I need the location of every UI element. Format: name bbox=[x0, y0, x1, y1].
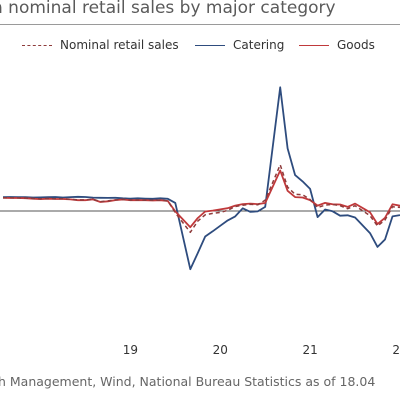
title-divider bbox=[0, 24, 400, 25]
legend-label-catering: Catering bbox=[233, 38, 285, 52]
source-note: h Management, Wind, National Bureau Stat… bbox=[0, 374, 376, 389]
series-lines bbox=[2, 86, 400, 271]
legend-swatch-catering bbox=[195, 44, 225, 46]
series-line-nominal-retail-sales bbox=[3, 164, 400, 234]
x-tick-label: 22 bbox=[392, 343, 400, 357]
legend-item-goods: Goods bbox=[299, 38, 375, 52]
legend-swatch-nominal-retail-sales bbox=[22, 44, 52, 46]
legend-item-nominal-retail-sales: Nominal retail sales bbox=[22, 38, 179, 52]
chart-title: h nominal retail sales by major category bbox=[0, 0, 336, 18]
x-tick-label: 21 bbox=[302, 343, 317, 357]
legend-item-catering: Catering bbox=[195, 38, 284, 52]
x-axis-ticks: 19 20 21 22 bbox=[123, 343, 400, 357]
x-tick-label: 20 bbox=[213, 343, 228, 357]
chart-legend: Nominal retail sales Catering Goods bbox=[0, 38, 400, 54]
x-tick-label: 19 bbox=[123, 343, 138, 357]
legend-label-goods: Goods bbox=[337, 38, 375, 52]
series-line-goods bbox=[2, 169, 400, 229]
legend-swatch-goods bbox=[299, 44, 329, 46]
legend-label-nominal-retail-sales: Nominal retail sales bbox=[60, 38, 179, 52]
series-line-catering bbox=[2, 86, 400, 271]
